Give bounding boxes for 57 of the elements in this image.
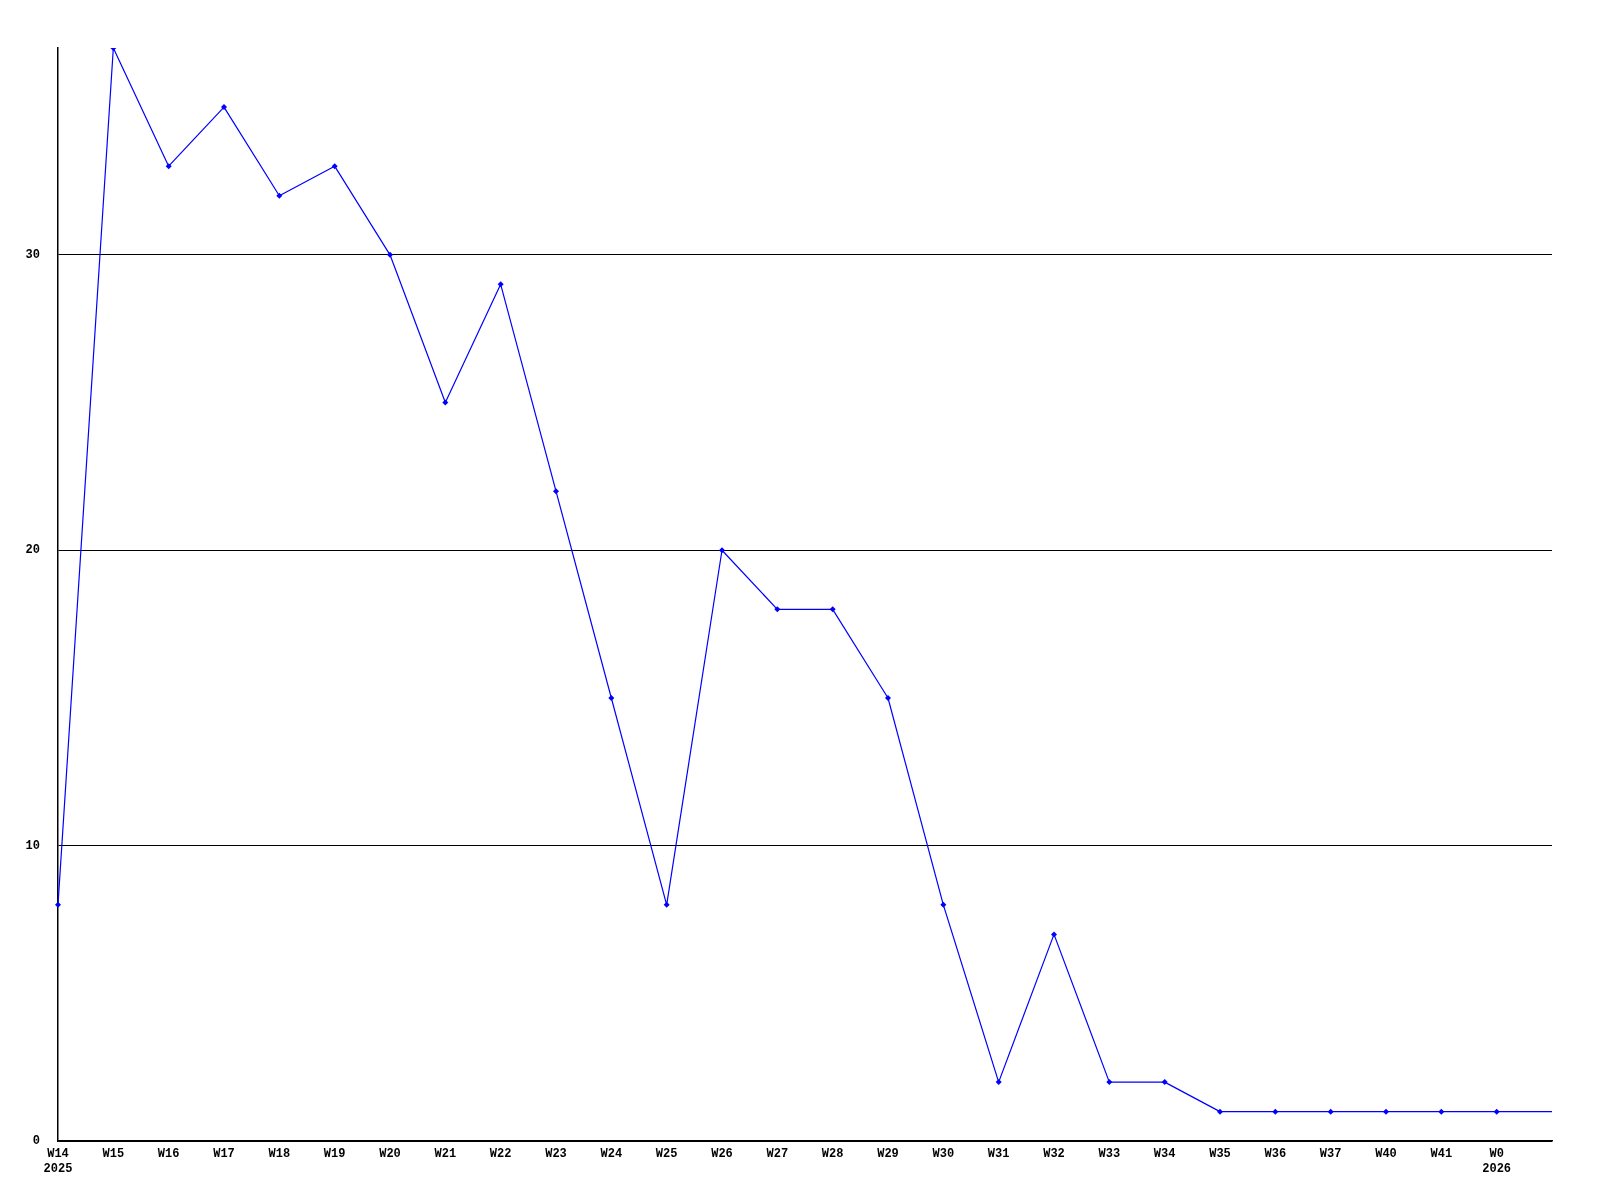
- x-tick-label: W31: [987, 1147, 1010, 1162]
- point: [1161, 1079, 1168, 1086]
- x-tick-label: W14 2025: [43, 1147, 73, 1176]
- point: [1327, 1108, 1334, 1115]
- x-tick-label: W26: [711, 1147, 733, 1162]
- x-tick-label: W35: [1209, 1147, 1231, 1162]
- point: [995, 1079, 1002, 1086]
- point: [663, 901, 670, 908]
- x-tick-label: W30: [932, 1147, 955, 1162]
- x-tick-label: W41: [1430, 1147, 1453, 1162]
- point: [940, 901, 947, 908]
- point: [55, 901, 61, 908]
- point: [774, 606, 781, 613]
- x-tick-label: W40: [1375, 1147, 1397, 1162]
- x-tick-label: W19: [323, 1147, 346, 1162]
- point: [165, 163, 172, 170]
- point: [221, 104, 227, 111]
- x-tick-label: W15: [102, 1147, 125, 1162]
- x-tick-label: W37: [1319, 1147, 1342, 1162]
- point: [387, 251, 393, 258]
- point: [497, 281, 504, 288]
- y-tick-label: 10: [25, 838, 40, 853]
- point: [553, 488, 559, 495]
- point: [1217, 1108, 1223, 1115]
- point: [608, 695, 615, 702]
- x-tick-label: W36: [1264, 1147, 1287, 1162]
- x-tick-label: W20: [379, 1147, 401, 1162]
- x-tick-label: W21: [434, 1147, 457, 1162]
- point: [1493, 1108, 1500, 1115]
- x-tick-label: W28: [821, 1147, 844, 1162]
- x-tick-label: W24: [600, 1147, 623, 1162]
- x-tick-label: W32: [1043, 1147, 1065, 1162]
- point: [719, 547, 725, 554]
- point: [276, 192, 283, 199]
- x-tick-label: W23: [545, 1147, 567, 1162]
- x-tick-label: W34: [1153, 1147, 1176, 1162]
- x-tick-label: W16: [157, 1147, 180, 1162]
- point: [885, 695, 891, 702]
- point: [1272, 1108, 1279, 1115]
- x-tick-label: W0 2026: [1482, 1147, 1512, 1176]
- point: [829, 606, 836, 613]
- point: [1438, 1108, 1445, 1115]
- x-tick-label: W29: [877, 1147, 899, 1162]
- y-tick-label: 20: [25, 543, 40, 558]
- x-tick-label: W33: [1098, 1147, 1121, 1162]
- point: [442, 399, 449, 406]
- y-tick-label: 30: [25, 247, 40, 262]
- point: [1051, 931, 1057, 938]
- x-tick-label: W22: [489, 1147, 512, 1162]
- x-tick-label: W17: [213, 1147, 235, 1162]
- y-tick-label: 0: [32, 1134, 40, 1149]
- point: [331, 163, 338, 170]
- point: [1383, 1108, 1389, 1115]
- x-tick-label: W25: [655, 1147, 678, 1162]
- x-tick-label: W18: [268, 1147, 291, 1162]
- x-tick-label: W27: [766, 1147, 789, 1162]
- point: [1106, 1079, 1113, 1086]
